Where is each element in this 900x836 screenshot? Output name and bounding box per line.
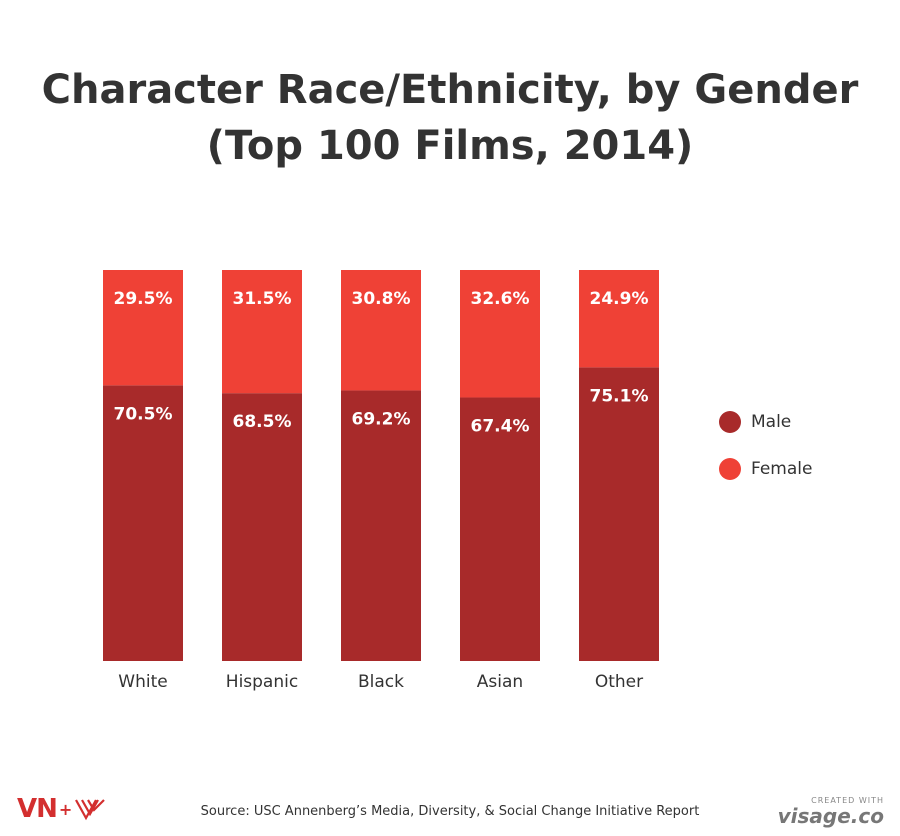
category-label-hispanic: Hispanic [226, 672, 298, 692]
visage-logo-text: visage.co [777, 804, 884, 828]
bar-male-white [103, 385, 183, 661]
category-label-white: White [118, 672, 167, 692]
visage-credit-link[interactable]: CREATED WITH visage.co [778, 796, 884, 827]
legend-label-female: Female [751, 459, 813, 479]
data-label-male-white: 70.5% [114, 404, 173, 424]
bar-female-asian [460, 270, 540, 398]
data-label-female-white: 29.5% [114, 289, 173, 309]
bar-male-black [341, 390, 421, 661]
vn-logo: VN + [17, 794, 108, 824]
source-note: Source: USC Annenberg’s Media, Diversity… [200, 804, 700, 819]
bar-female-hispanic [222, 270, 302, 394]
bar-male-other [579, 367, 659, 661]
legend-item-male: Male [719, 410, 812, 434]
chevron-stripes-icon [75, 799, 106, 821]
legend-label-male: Male [751, 412, 792, 432]
vn-logo-text: VN [17, 794, 58, 824]
data-label-male-other: 75.1% [590, 386, 649, 406]
data-label-female-other: 24.9% [590, 289, 649, 309]
vn-logo-plus: + [58, 799, 73, 819]
data-label-female-black: 30.8% [352, 289, 411, 309]
data-label-male-hispanic: 68.5% [233, 412, 292, 432]
category-label-black: Black [358, 672, 404, 692]
data-label-male-asian: 67.4% [471, 416, 530, 436]
chart-legend: Male Female [719, 410, 812, 504]
bar-female-other [579, 270, 659, 368]
bar-female-white [103, 270, 183, 386]
chart-title: Character Race/Ethnicity, by Gender (Top… [41, 67, 859, 169]
data-label-female-hispanic: 31.5% [233, 289, 292, 309]
legend-swatch-male [719, 411, 741, 433]
data-label-male-black: 69.2% [352, 409, 411, 429]
category-label-other: Other [595, 672, 643, 692]
bar-female-black [341, 270, 421, 391]
legend-item-female: Female [719, 457, 812, 481]
legend-swatch-female [719, 458, 741, 480]
bar-male-asian [460, 397, 540, 661]
bar-male-hispanic [222, 393, 302, 661]
category-label-asian: Asian [477, 672, 523, 692]
data-label-female-asian: 32.6% [471, 289, 530, 309]
created-with-label: CREATED WITH [811, 796, 884, 805]
